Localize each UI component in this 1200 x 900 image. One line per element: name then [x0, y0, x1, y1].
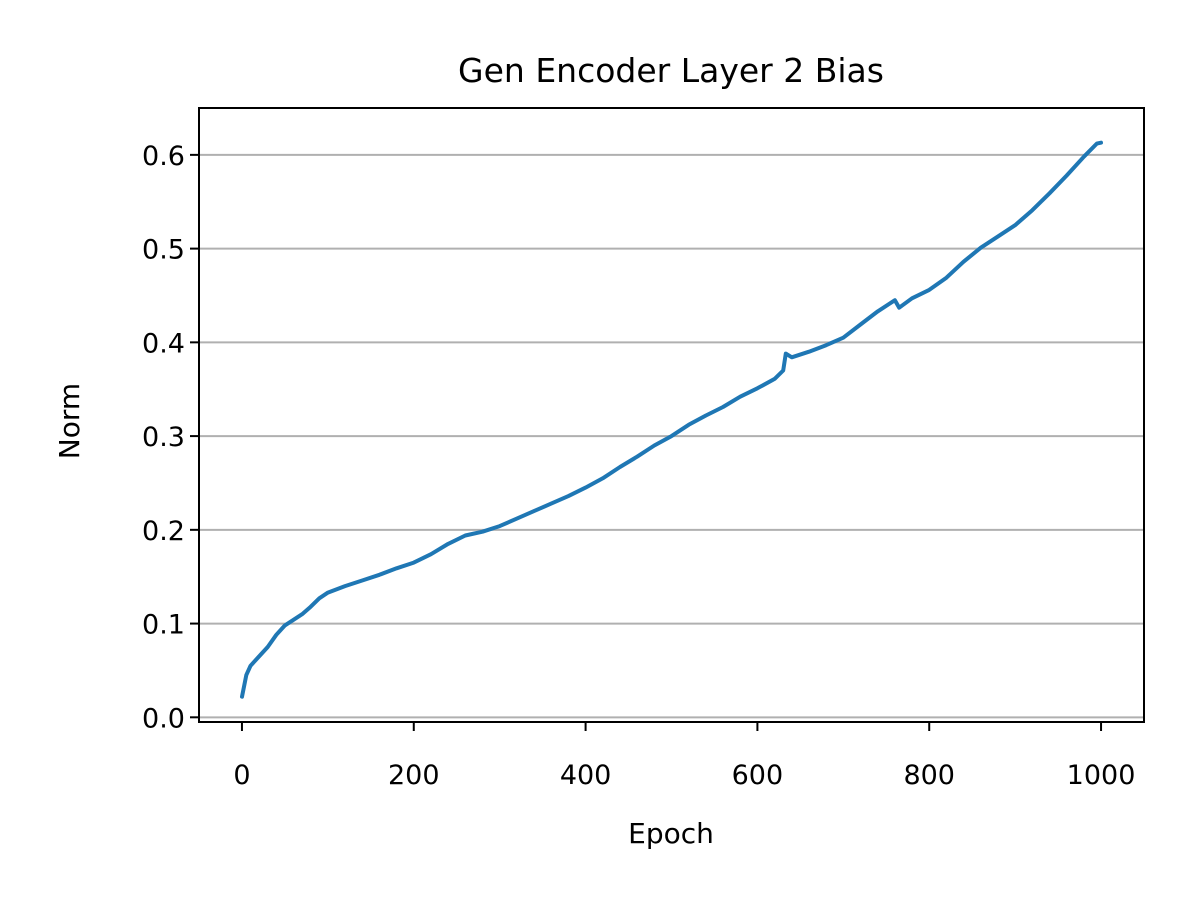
y-axis: 0.0 0.1 0.2 0.3 0.4 0.5 0.6: [142, 141, 199, 734]
series-group: [240, 140, 1103, 699]
y-tick-label: 0.5: [142, 235, 185, 266]
y-tick-label: 0.0: [142, 703, 185, 734]
grid-lines: [199, 153, 1144, 719]
x-tick-label: 0: [233, 760, 250, 791]
chart-title: Gen Encoder Layer 2 Bias: [458, 51, 884, 90]
y-tick-label: 0.6: [142, 141, 185, 172]
series-line-0: [240, 140, 1103, 699]
y-tick-label: 0.1: [142, 610, 185, 641]
x-axis: 0 200 400 600 800 1000: [233, 722, 1135, 791]
x-axis-label: Epoch: [628, 817, 714, 850]
y-tick-label: 0.4: [142, 328, 185, 359]
y-axis-label: Norm: [53, 383, 86, 459]
x-tick-label: 200: [388, 760, 440, 791]
x-tick-label: 400: [560, 760, 612, 791]
x-tick-label: 800: [903, 760, 955, 791]
x-tick-label: 1000: [1067, 760, 1136, 791]
y-tick-label: 0.2: [142, 516, 185, 547]
y-tick-label: 0.3: [142, 422, 185, 453]
x-tick-label: 600: [732, 760, 784, 791]
plot-frame: [198, 107, 1145, 723]
